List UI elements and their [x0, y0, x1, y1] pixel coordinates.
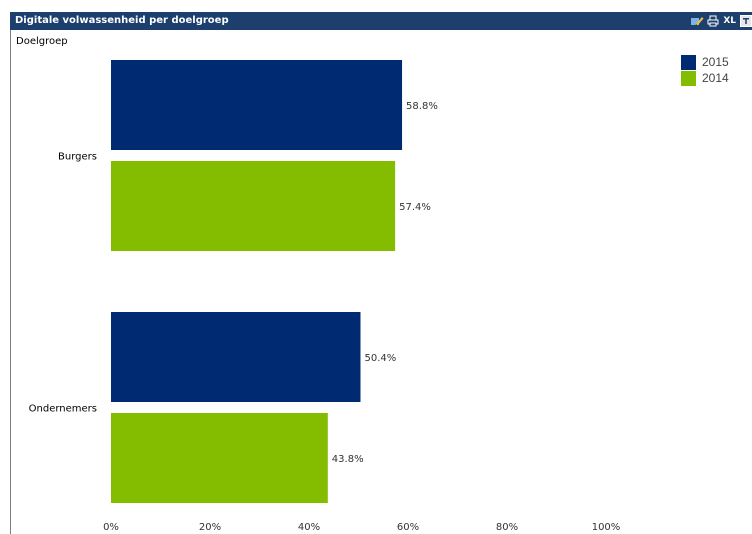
bar-ondernemers-2015[interactable] [111, 312, 361, 402]
category-label-burgers: Burgers [58, 152, 97, 163]
legend-swatch-2015 [681, 54, 696, 70]
data-label-ondernemers-2015: 50.4% [364, 353, 396, 364]
x-tick-label-0: 0% [103, 522, 119, 533]
legend-swatch-2014 [681, 70, 696, 86]
bar-ondernemers-2014[interactable] [111, 413, 328, 503]
x-tick-label-80: 80% [496, 522, 518, 533]
panel-left-border [10, 12, 11, 534]
panel-toolbar: XL [690, 13, 752, 29]
dimension-label: Doelgroep [16, 36, 68, 47]
pencil-icon[interactable] [690, 14, 704, 28]
x-tick-label-60: 60% [397, 522, 419, 533]
category-label-ondernemers: Ondernemers [29, 404, 97, 415]
data-label-ondernemers-2014: 43.8% [332, 454, 364, 465]
chart-legend: 2015 2014 [681, 54, 729, 86]
bar-burgers-2014[interactable] [111, 161, 396, 251]
x-tick-label-40: 40% [298, 522, 320, 533]
print-icon[interactable] [707, 14, 719, 28]
x-tick-label-100: 100% [592, 522, 621, 533]
bar-burgers-2015[interactable] [111, 60, 403, 150]
data-label-burgers-2015: 58.8% [406, 101, 438, 112]
legend-label-2015: 2015 [702, 54, 729, 69]
panel-titlebar [10, 12, 752, 30]
panel-title: Digitale volwassenheid per doelgroep [15, 15, 229, 26]
excel-export-button[interactable]: XL [723, 16, 736, 26]
data-label-burgers-2014: 57.4% [399, 202, 431, 213]
legend-item-2015: 2015 [681, 54, 729, 70]
legend-label-2014: 2014 [702, 70, 729, 85]
x-tick-label-20: 20% [199, 522, 221, 533]
legend-item-2014: 2014 [681, 70, 729, 86]
